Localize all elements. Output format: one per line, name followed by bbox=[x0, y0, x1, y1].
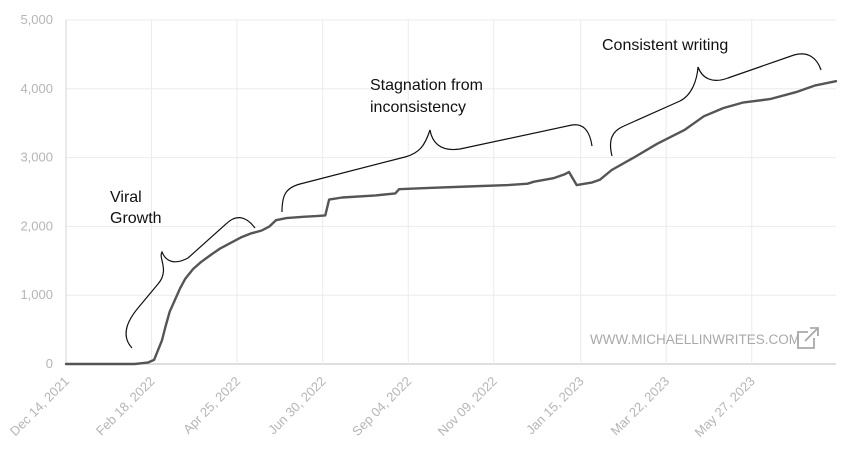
annotation-viral-growth-line-1: Viral bbox=[110, 189, 142, 206]
x-axis-ticks: Dec 14, 2021 Feb 18, 2022 Apr 25, 2022 Jun … bbox=[7, 374, 758, 440]
x-tick-label: Jan 15, 2023 bbox=[523, 374, 587, 438]
y-tick-label: 1,000 bbox=[20, 287, 53, 302]
y-tick-label: 3,000 bbox=[20, 150, 53, 165]
annotation-stagnation-line-1: Stagnation from bbox=[370, 77, 483, 94]
x-tick-label: Sep 04, 2022 bbox=[349, 374, 414, 439]
x-tick-label: Nov 09, 2022 bbox=[435, 374, 500, 439]
x-tick-label: Mar 22, 2023 bbox=[608, 374, 673, 439]
y-axis-ticks: 0 1,000 2,000 3,000 4,000 5,000 bbox=[20, 12, 53, 371]
x-tick-label: Jun 30, 2022 bbox=[265, 374, 329, 438]
x-tick-label: Feb 18, 2022 bbox=[93, 374, 158, 439]
annotation-consistent-writing-text: Consistent writing bbox=[602, 37, 728, 54]
annotation-stagnation: Stagnation from inconsistency bbox=[281, 77, 593, 213]
annotation-viral-growth-line-2: Growth bbox=[110, 210, 162, 227]
series bbox=[64, 80, 838, 366]
annotation-consistent-writing: Consistent writing bbox=[602, 37, 822, 157]
annotation-stagnation-line-2: inconsistency bbox=[370, 99, 466, 116]
x-tick-label: May 27, 2023 bbox=[692, 374, 758, 440]
curly-brace-viral-growth bbox=[125, 217, 256, 349]
y-tick-label: 0 bbox=[46, 356, 53, 371]
grid bbox=[65, 19, 836, 365]
curly-brace-consistent-writing bbox=[609, 53, 822, 157]
x-tick-label: Apr 25, 2022 bbox=[180, 374, 243, 437]
y-tick-label: 2,000 bbox=[20, 218, 53, 233]
watermark-text: WWW.MICHAELLINWRITES.COM bbox=[590, 332, 800, 347]
y-tick-label: 5,000 bbox=[20, 12, 53, 27]
y-tick-label: 4,000 bbox=[20, 81, 53, 96]
watermark: WWW.MICHAELLINWRITES.COM bbox=[590, 327, 819, 349]
curly-brace-stagnation bbox=[281, 124, 593, 213]
external-link-icon bbox=[797, 327, 819, 349]
series-line bbox=[64, 80, 838, 366]
x-tick-label: Dec 14, 2021 bbox=[7, 374, 72, 439]
annotation-viral-growth: Viral Growth bbox=[110, 189, 256, 349]
